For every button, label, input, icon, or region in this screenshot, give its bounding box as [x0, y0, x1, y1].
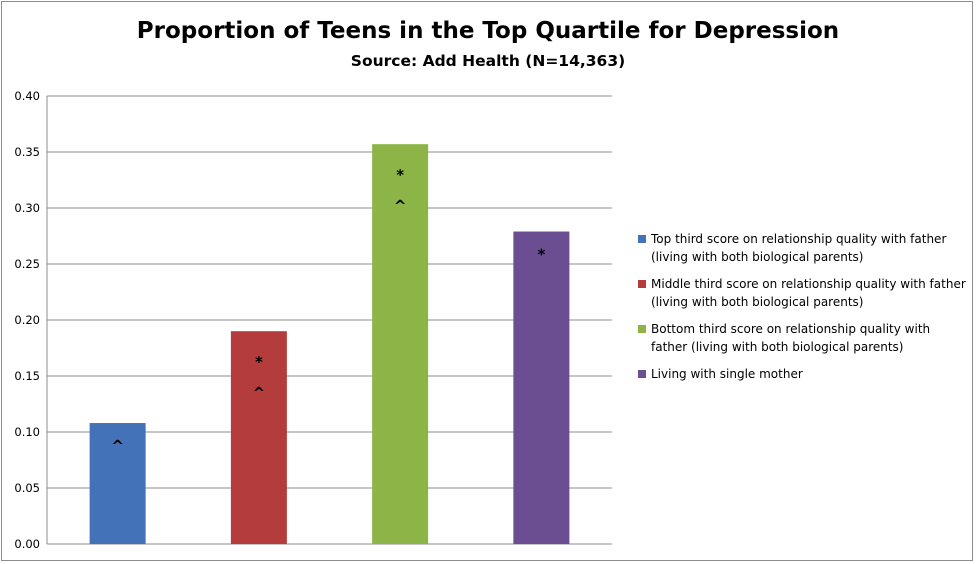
legend-label: Top third score on relationship quality …	[651, 232, 947, 264]
legend-swatch	[638, 370, 646, 378]
y-tick-label: 0.35	[14, 145, 40, 159]
y-tick-label: 0.30	[14, 201, 40, 215]
y-tick-label: 0.10	[14, 425, 40, 439]
legend-swatch	[638, 280, 646, 288]
legend-item: Middle third score on relationship quali…	[638, 275, 968, 311]
chart-legend: Top third score on relationship quality …	[638, 230, 968, 392]
chart-title: Proportion of Teens in the Top Quartile …	[136, 18, 840, 44]
y-tick-label: 0.25	[14, 257, 40, 271]
significance-asterisk: *	[255, 353, 263, 371]
y-tick-label: 0.05	[14, 481, 40, 495]
legend-swatch	[638, 235, 646, 243]
legend-label: Living with single mother	[651, 367, 803, 381]
bar	[230, 331, 287, 544]
y-tick-label: 0.20	[14, 313, 40, 327]
y-tick-label: 0.40	[14, 89, 40, 103]
significance-asterisk: *	[396, 166, 404, 184]
legend-item: Bottom third score on relationship quali…	[638, 320, 968, 356]
significance-caret: ^	[253, 384, 266, 402]
bar	[513, 231, 570, 544]
chart-subtitle: Source: Add Health (N=14,363)	[350, 52, 626, 70]
legend-label: Middle third score on relationship quali…	[651, 277, 966, 309]
legend-item: Top third score on relationship quality …	[638, 230, 968, 266]
legend-label: Bottom third score on relationship quali…	[651, 322, 931, 354]
legend-swatch	[638, 325, 646, 333]
y-tick-label: 0.15	[14, 369, 40, 383]
significance-asterisk: *	[537, 246, 545, 264]
bar	[89, 423, 146, 544]
bar	[372, 144, 429, 544]
legend-item: Living with single mother	[638, 365, 968, 383]
significance-caret: ^	[394, 197, 407, 215]
y-tick-label: 0.00	[14, 537, 40, 551]
significance-caret: ^	[111, 437, 124, 455]
